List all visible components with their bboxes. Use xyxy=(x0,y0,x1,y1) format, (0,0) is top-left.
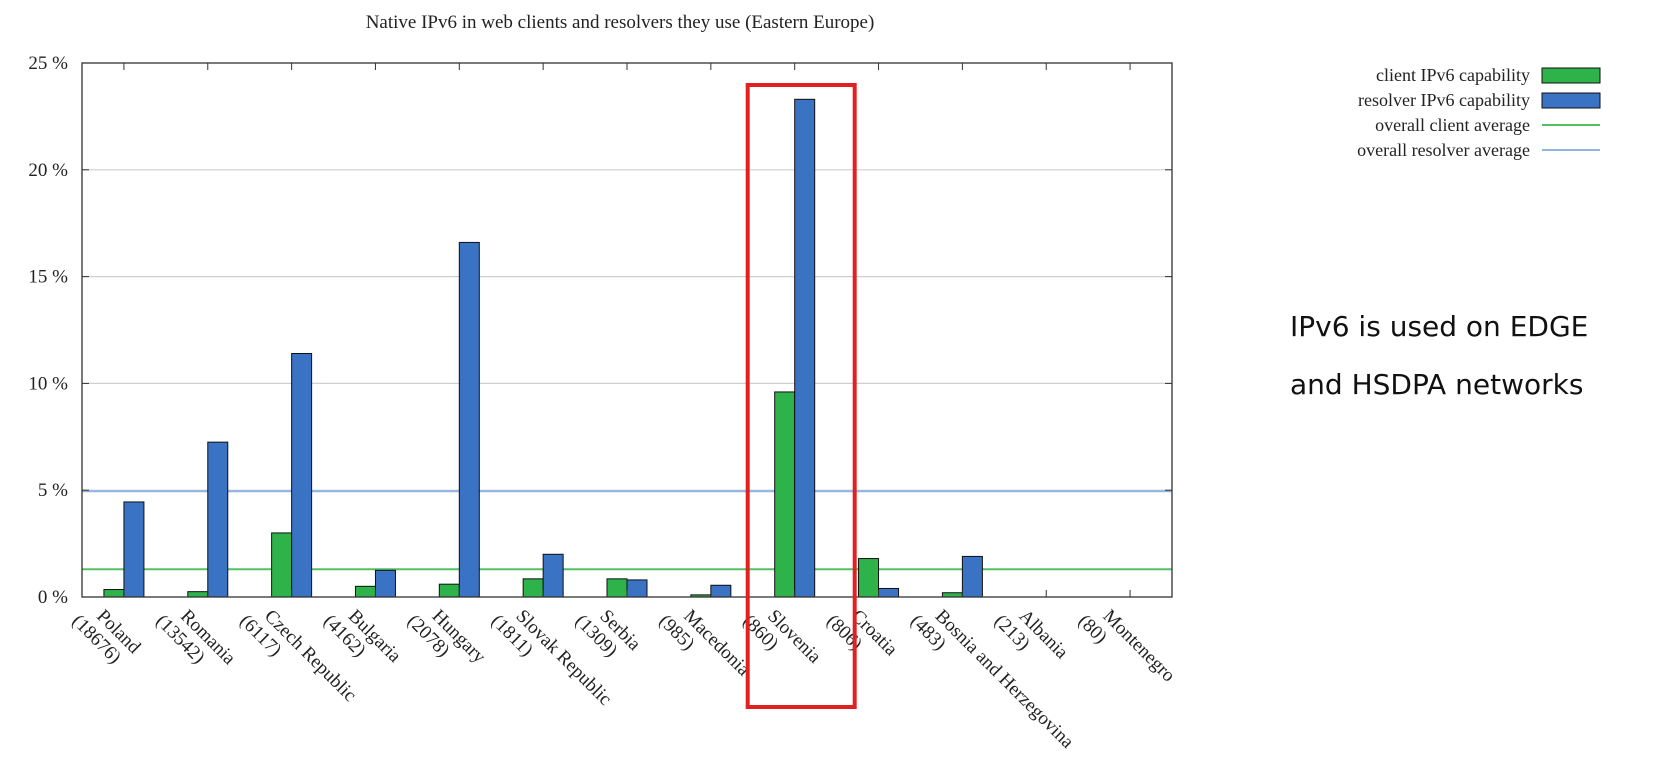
ytick-label-15: 15 % xyxy=(28,267,68,288)
bar-resolver-5 xyxy=(542,553,564,598)
axes: 0 % 5 % 10 % 15 % 20 % 25 % xyxy=(28,53,1173,608)
xtick-label-4: Hungary(2078) xyxy=(403,606,490,668)
bar-resolver-4 xyxy=(458,241,480,598)
ytick-label-10: 10 % xyxy=(28,373,68,394)
bars xyxy=(103,98,983,598)
bar-client-9 xyxy=(858,558,880,598)
x-tick-labels: Poland(18676) Romania(13542) Czech Republi… xyxy=(68,606,1180,753)
bar-resolver-2 xyxy=(291,352,313,598)
annotation-note: IPv6 is used on EDGE and HSDPA networks xyxy=(1290,298,1660,414)
legend: client IPv6 capability resolver IPv6 capa… xyxy=(1357,65,1601,160)
bar-client-0 xyxy=(103,589,125,598)
bar-resolver-10 xyxy=(961,555,983,598)
xtick-label-1: Romania(13542) xyxy=(151,606,240,670)
bar-client-8 xyxy=(774,391,796,598)
xtick-label-7: Macedonia(985) xyxy=(655,606,755,681)
xtick-label-8: Slovenia(860) xyxy=(738,606,825,668)
bar-resolver-0 xyxy=(123,501,145,598)
bar-client-2 xyxy=(271,532,293,598)
xtick-label-5: Slovak Republic(1811) xyxy=(487,606,616,710)
bar-client-1 xyxy=(187,591,209,598)
bar-resolver-9 xyxy=(878,587,900,598)
bar-client-3 xyxy=(354,585,376,598)
bar-client-5 xyxy=(522,578,544,598)
legend-label-resolver-average: overall resolver average xyxy=(1357,140,1530,160)
bar-resolver-6 xyxy=(626,579,648,598)
xtick-label-9: Croatia(806) xyxy=(822,606,902,661)
bar-resolver-7 xyxy=(710,584,732,598)
xtick-label-2: Czech Republic(6117) xyxy=(235,606,360,706)
xtick-label-10: Bosnia and Herzegovina(483) xyxy=(906,606,1078,753)
chart-title: Native IPv6 in web clients and resolvers… xyxy=(366,12,875,33)
ytick-label-20: 20 % xyxy=(28,160,68,181)
bar-resolver-3 xyxy=(374,569,396,598)
bar-client-6 xyxy=(606,578,628,598)
ytick-label-25: 25 % xyxy=(28,53,68,74)
ytick-label-5: 5 % xyxy=(38,480,68,501)
annotation-line-2: and HSDPA networks xyxy=(1290,368,1584,401)
ytick-label-0: 0 % xyxy=(38,587,68,608)
xtick-label-name-12: Montenegro xyxy=(1099,606,1180,687)
reference-lines xyxy=(82,490,1172,571)
highlight-box xyxy=(745,83,857,709)
xtick-label-0: Poland(18676) xyxy=(68,606,145,668)
bar-resolver-8 xyxy=(794,98,816,598)
xtick-label-6: Serbia(1309) xyxy=(571,606,645,662)
xtick-label-12: Montenegro(80) xyxy=(1074,606,1180,687)
highlight-rect xyxy=(745,83,857,709)
plot-frame xyxy=(81,62,1173,598)
legend-label-resolver: resolver IPv6 capability xyxy=(1358,90,1530,110)
legend-label-client: client IPv6 capability xyxy=(1376,65,1530,85)
bar-client-4 xyxy=(438,583,460,598)
legend-label-client-average: overall client average xyxy=(1375,115,1530,135)
grid-lines xyxy=(82,169,1172,491)
legend-swatch-client xyxy=(1541,67,1601,84)
annotation-line-1: IPv6 is used on EDGE xyxy=(1290,310,1589,343)
bar-resolver-1 xyxy=(207,441,229,598)
legend-swatch-resolver xyxy=(1541,92,1601,109)
